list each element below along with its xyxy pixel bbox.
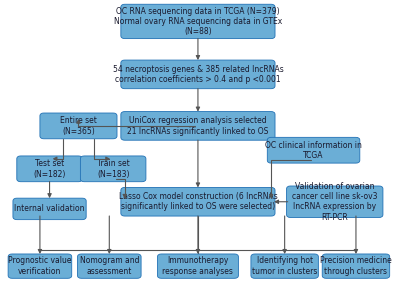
Text: Train set
(N=183): Train set (N=183)	[97, 159, 130, 179]
FancyBboxPatch shape	[121, 112, 275, 140]
Text: Nomogram and
assessment: Nomogram and assessment	[80, 256, 139, 276]
FancyBboxPatch shape	[13, 198, 86, 220]
FancyBboxPatch shape	[286, 186, 383, 218]
FancyBboxPatch shape	[267, 137, 360, 163]
FancyBboxPatch shape	[40, 113, 117, 139]
FancyBboxPatch shape	[121, 4, 275, 39]
FancyBboxPatch shape	[251, 254, 318, 278]
Text: Immunotherapy
response analyses: Immunotherapy response analyses	[162, 256, 233, 276]
FancyBboxPatch shape	[17, 156, 82, 182]
FancyBboxPatch shape	[8, 254, 72, 278]
Text: Entire set
(N=365): Entire set (N=365)	[60, 116, 97, 136]
Text: 54 necroptosis genes & 385 related lncRNAs
correlation coefficients > 0.4 and p : 54 necroptosis genes & 385 related lncRN…	[112, 65, 283, 84]
Text: OC RNA sequencing data in TCGA (N=379)
Normal ovary RNA sequencing data in GTEx
: OC RNA sequencing data in TCGA (N=379) N…	[114, 7, 282, 36]
FancyBboxPatch shape	[121, 188, 275, 216]
FancyBboxPatch shape	[158, 254, 238, 278]
Text: Lasso Cox model construction (6 lncRNAs
significantly linked to OS were selected: Lasso Cox model construction (6 lncRNAs …	[118, 192, 277, 212]
Text: Test set
(N=182): Test set (N=182)	[33, 159, 66, 179]
Text: OC clinical information in
TCGA: OC clinical information in TCGA	[265, 140, 362, 160]
Text: Precision medicine
through clusters: Precision medicine through clusters	[320, 256, 392, 276]
FancyBboxPatch shape	[78, 254, 141, 278]
Text: Prognostic value
verification: Prognostic value verification	[8, 256, 72, 276]
FancyBboxPatch shape	[322, 254, 390, 278]
Text: Internal validation: Internal validation	[14, 204, 85, 213]
Text: UniCox regression analysis selected
21 lncRNAs significantly linked to OS: UniCox regression analysis selected 21 l…	[127, 116, 269, 136]
FancyBboxPatch shape	[121, 60, 275, 89]
Text: Validation of ovarian
cancer cell line sk-ov3
lncRNA expression by
RT-PCR: Validation of ovarian cancer cell line s…	[292, 182, 378, 222]
FancyBboxPatch shape	[80, 156, 146, 182]
Text: Identifying hot
tumor in clusters: Identifying hot tumor in clusters	[252, 256, 317, 276]
